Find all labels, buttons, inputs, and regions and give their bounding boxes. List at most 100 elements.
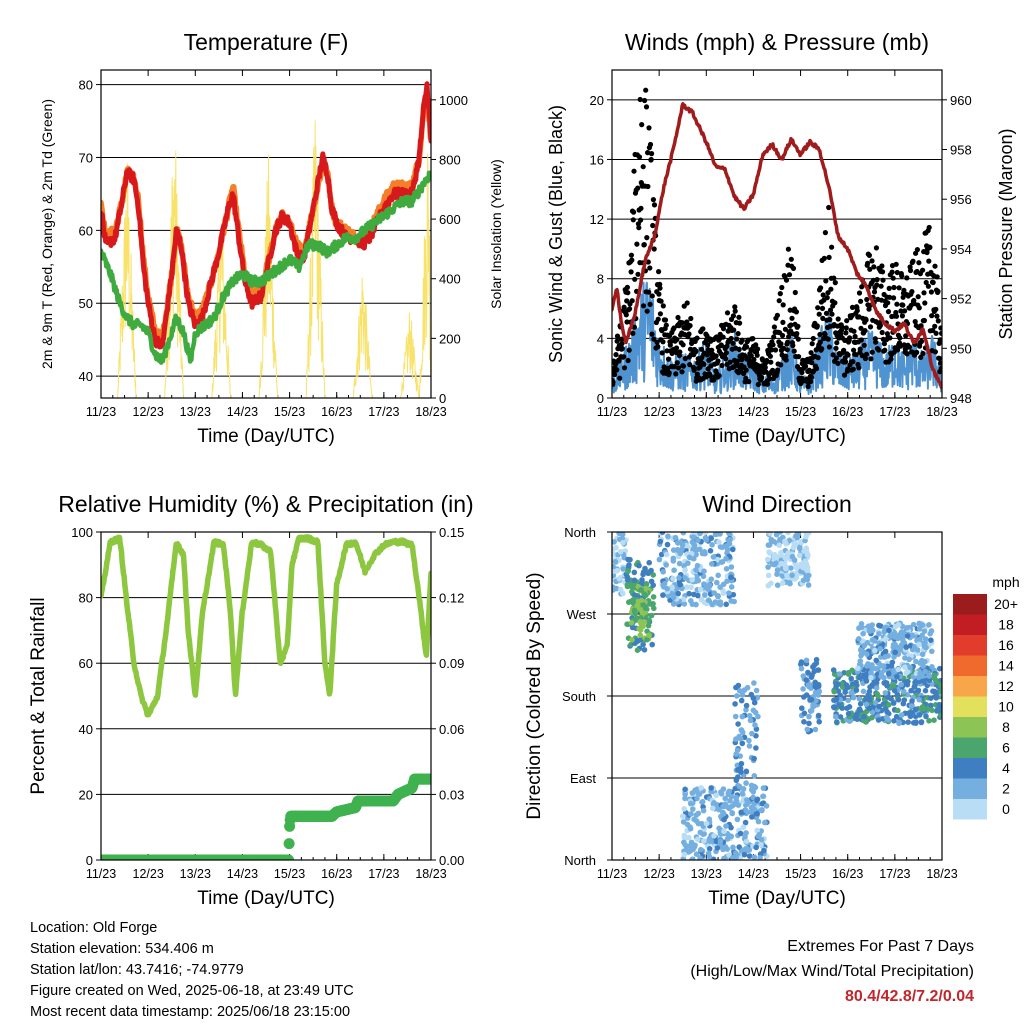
direction-point [688, 811, 694, 817]
direction-point [890, 683, 897, 689]
gust-point [614, 367, 620, 373]
gust-point [826, 204, 832, 211]
gust-point [935, 288, 941, 294]
direction-point [928, 695, 934, 701]
direction-point [922, 636, 929, 642]
gust-point [673, 371, 679, 377]
y-tick-label: 60 [79, 656, 93, 671]
gust-point [649, 331, 655, 337]
gust-point [662, 317, 669, 323]
temperature-chart: 11/23 12/23 13/23 14/23 15/23 16/23 17/23 18/23… [39, 29, 504, 447]
gust-point [939, 330, 942, 336]
direction-point [793, 574, 800, 581]
gust-point [808, 374, 815, 380]
gust-point [894, 269, 900, 276]
direction-point [920, 678, 927, 684]
gust-point [891, 295, 897, 301]
gust-point [656, 269, 662, 275]
direction-point [697, 829, 704, 836]
gust-point [827, 316, 833, 323]
y2-tick-label: 600 [439, 212, 461, 227]
direction-point [715, 593, 721, 600]
direction-point [893, 713, 900, 720]
gust-point [687, 362, 693, 368]
direction-point [689, 577, 695, 583]
elevation-text: Station elevation: 534.406 m [30, 941, 214, 957]
legend-swatch [953, 635, 987, 656]
gust-point [885, 309, 892, 315]
plot-border [100, 531, 432, 861]
direction-point [656, 556, 663, 563]
direction-point [857, 701, 864, 707]
direction-point [860, 630, 866, 637]
gust-point [791, 348, 797, 354]
gust-point [647, 301, 653, 307]
direction-point [926, 622, 932, 628]
gust-point [920, 350, 926, 357]
gust-point [780, 319, 786, 325]
gust-point [744, 344, 750, 350]
direction-point [709, 805, 716, 812]
direction-point [684, 821, 691, 828]
direction-point [631, 569, 638, 576]
direction-point [641, 591, 647, 597]
direction-point [767, 532, 773, 536]
direction-point [901, 688, 907, 695]
gust-point [835, 360, 841, 366]
direction-point [688, 584, 694, 591]
gust-point [779, 284, 785, 291]
direction-point [737, 765, 744, 772]
direction-point [926, 718, 932, 724]
y2-tick-label: 0.06 [439, 722, 464, 737]
gust-point [619, 345, 625, 352]
direction-point [923, 713, 929, 720]
gust-point [916, 260, 922, 266]
direction-point [866, 688, 873, 695]
precip-points [101, 773, 431, 860]
gust-point [829, 244, 835, 250]
direction-point [682, 575, 688, 581]
direction-point [898, 681, 904, 688]
direction-point [641, 619, 648, 625]
gust-point [734, 336, 740, 342]
gust-point [816, 311, 822, 317]
gust-point [809, 341, 815, 347]
plot-border [100, 69, 432, 399]
gust-point [659, 350, 665, 356]
extremes-title: Extremes For Past 7 Days [787, 938, 974, 955]
direction-point [612, 584, 616, 590]
y2-tick-label: 0.03 [439, 787, 464, 802]
direction-point [726, 540, 733, 547]
gust-point [679, 320, 686, 326]
direction-point [758, 807, 765, 813]
direction-point [938, 712, 942, 719]
gust-point [882, 347, 888, 353]
gust-point [768, 347, 775, 353]
plot-border [611, 69, 943, 399]
direction-point [751, 699, 758, 706]
direction-point [732, 701, 738, 707]
legend-label: 20+ [994, 596, 1018, 612]
direction-point [782, 555, 788, 561]
direction-point [776, 542, 782, 548]
gust-point [762, 364, 768, 371]
direction-point [928, 628, 935, 634]
gust-point [849, 304, 856, 310]
direction-point [892, 649, 898, 656]
x-tick-label: 11/23 [86, 867, 116, 881]
direction-point [810, 702, 816, 708]
direction-point [722, 795, 728, 802]
gust-point [724, 343, 730, 349]
direction-point [813, 697, 819, 704]
direction-point [686, 590, 692, 597]
gust-point [619, 341, 625, 347]
direction-point [801, 719, 807, 725]
gust-point [909, 289, 915, 295]
direction-point [803, 677, 810, 683]
direction-point [864, 651, 870, 657]
direction-point [708, 535, 714, 542]
direction-point [746, 712, 753, 719]
direction-point [659, 532, 666, 535]
latlon-text: Station lat/lon: 43.7416; -74.9779 [30, 962, 244, 978]
direction-point [892, 624, 899, 630]
